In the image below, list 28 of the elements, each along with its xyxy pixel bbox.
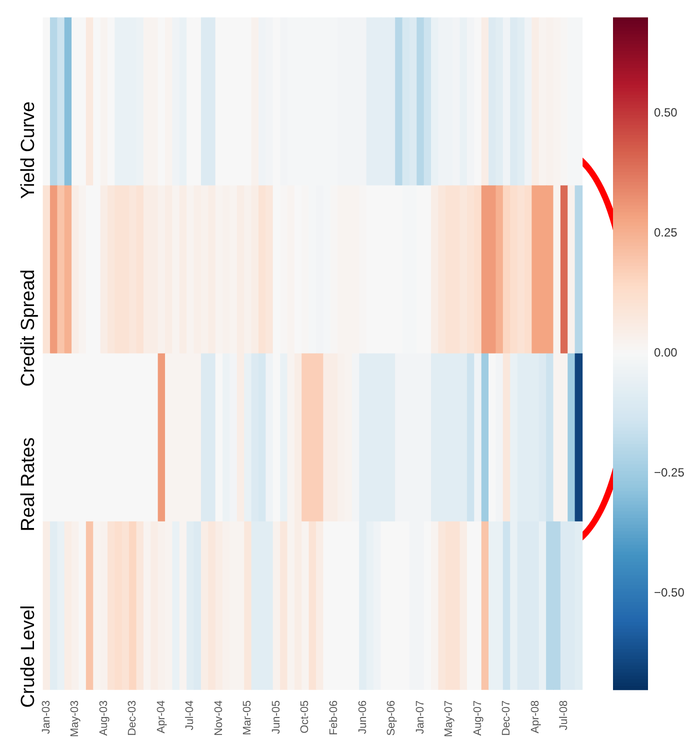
x-tick-label: Jun-05 — [270, 700, 282, 734]
color-bar-label: 0.25 — [654, 226, 678, 240]
y-tick-label: Yield Curve — [18, 101, 40, 199]
x-tick-label: Jul-08 — [558, 700, 570, 730]
color-bar-label: 0.50 — [654, 106, 678, 120]
x-tick-label: Dec-07 — [500, 700, 513, 736]
y-tick-label: Credit Spread — [18, 269, 40, 387]
x-tick-label: Aug-07 — [472, 700, 484, 736]
x-tick-label: Oct-05 — [299, 700, 312, 734]
x-tick-label: Sep-06 — [386, 700, 398, 736]
x-tick-label: Dec-03 — [126, 700, 139, 736]
color-bar-label: −0.50 — [654, 586, 685, 600]
color-bar-label: 0.00 — [654, 346, 678, 360]
x-tick-label: Jul-04 — [184, 700, 196, 730]
color-bar-label: −0.25 — [654, 466, 685, 480]
x-tick-label: Jan-07 — [414, 700, 426, 734]
x-tick-label: Feb-06 — [328, 700, 340, 736]
x-tick-label: Apr-04 — [155, 700, 168, 734]
x-tick-label: May-03 — [69, 700, 82, 738]
x-tick-label: Jan-03 — [40, 700, 52, 734]
y-tick-label: Real Rates — [18, 437, 40, 532]
x-tick-label: Mar-05 — [242, 700, 254, 736]
y-tick-label: Crude Level — [18, 605, 40, 708]
x-tick-label: Apr-08 — [529, 700, 542, 734]
x-tick-label: Nov-04 — [212, 700, 225, 736]
x-tick-label: Aug-03 — [98, 700, 110, 736]
x-tick-label: May-07 — [443, 700, 456, 738]
x-tick-label: Jun-06 — [356, 700, 369, 734]
